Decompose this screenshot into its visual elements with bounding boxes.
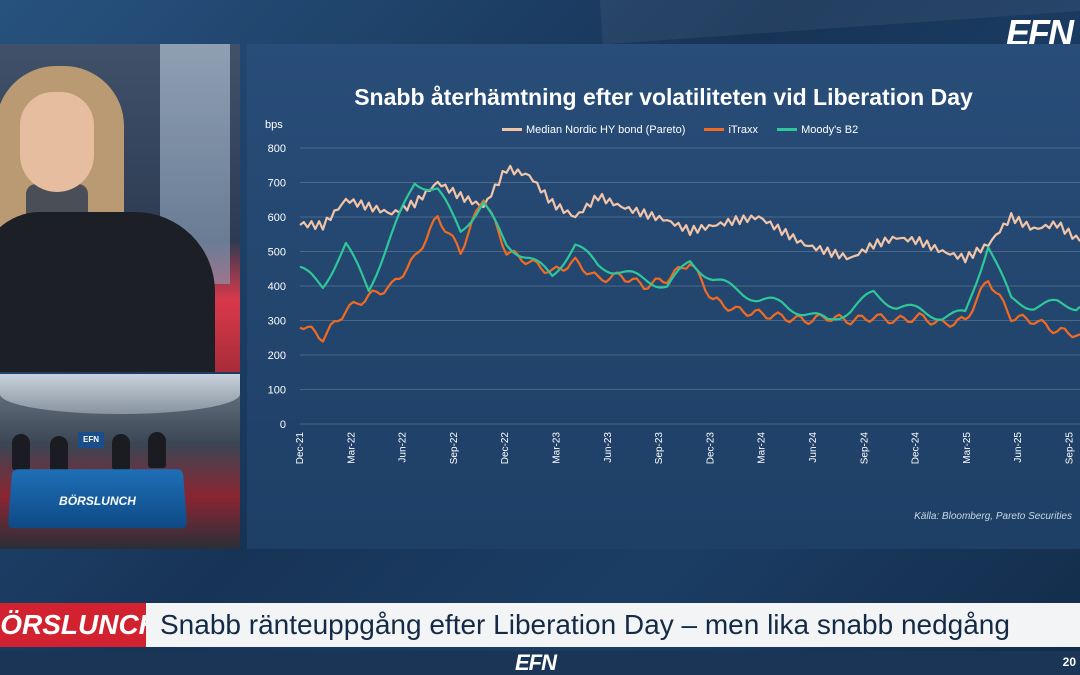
- studio-desk: BÖRSLUNCH: [7, 469, 188, 529]
- studio-person: [50, 436, 68, 472]
- x-tick-label: Dec-24: [911, 432, 922, 465]
- bottom-bar: EFN 20: [0, 651, 1080, 675]
- y-tick-label: 100: [268, 385, 286, 397]
- studio-person: [12, 434, 30, 470]
- series-line-3: [299, 182, 1080, 321]
- y-tick-label: 800: [268, 143, 286, 155]
- x-tick-label: Jun-23: [603, 432, 614, 463]
- x-tick-label: Jun-25: [1013, 432, 1024, 463]
- series-line-1: [299, 164, 1080, 264]
- x-tick-label: Jun-24: [808, 432, 819, 463]
- y-tick-label: 0: [280, 419, 286, 431]
- studio-person: [148, 432, 166, 468]
- series-line-2: [299, 199, 1080, 343]
- y-tick-label: 300: [268, 316, 286, 328]
- chart-title: Snabb återhämtning efter volatiliteten v…: [354, 84, 973, 110]
- guest-jacket: [0, 212, 215, 372]
- studio-person: [112, 434, 130, 470]
- y-tick-label: 500: [268, 247, 286, 259]
- x-tick-label: Mar-23: [552, 432, 563, 464]
- y-tick-label: 400: [268, 281, 286, 293]
- guest-face: [20, 92, 94, 192]
- x-tick-label: Sep-24: [859, 432, 870, 465]
- studio-sign: EFN: [78, 432, 104, 448]
- x-tick-label: Dec-23: [705, 432, 716, 465]
- x-tick-label: Sep-23: [654, 432, 665, 465]
- legend-item: Moody's B2: [777, 124, 858, 136]
- y-tick-label: 200: [268, 350, 286, 362]
- studio-camera-feed: EFN BÖRSLUNCH: [0, 374, 240, 549]
- show-badge: BÖRSLUNCH: [0, 603, 146, 647]
- chart-source: Källa: Bloomberg, Pareto Securities: [914, 511, 1072, 522]
- guest-camera-feed: [0, 44, 240, 372]
- y-tick-label: 700: [268, 178, 286, 190]
- bottom-logo: EFN: [515, 650, 557, 675]
- x-tick-label: Sep-25: [1065, 432, 1076, 465]
- y-tick-label: 600: [268, 212, 286, 224]
- lower-third: BÖRSLUNCH Snabb ränteuppgång efter Liber…: [0, 603, 1080, 647]
- x-tick-label: Mar-24: [757, 432, 768, 464]
- desk-label: BÖRSLUNCH: [58, 494, 137, 508]
- legend-item: Median Nordic HY bond (Pareto): [502, 124, 685, 136]
- chart-panel: Snabb återhämtning efter volatiliteten v…: [247, 44, 1080, 549]
- x-tick-label: Sep-22: [449, 432, 460, 465]
- y-axis-label: bps: [265, 119, 283, 131]
- legend-item: iTraxx: [704, 124, 758, 136]
- headline: Snabb ränteuppgång efter Liberation Day …: [146, 603, 1080, 647]
- x-tick-label: Mar-22: [346, 432, 357, 464]
- x-tick-label: Jun-22: [398, 432, 409, 463]
- x-tick-label: Mar-25: [962, 432, 973, 464]
- line-chart: bps 0 100 200 300 400 500 600 700 800 Dec-21 Mar-22…: [265, 119, 1080, 465]
- x-tick-label: Dec-22: [500, 432, 511, 465]
- studio-ceiling: [0, 374, 240, 414]
- chart-legend: Median Nordic HY bond (Pareto) iTraxx Mo…: [502, 122, 874, 136]
- clock: 20: [1062, 655, 1076, 669]
- x-tick-label: Dec-21: [295, 432, 306, 465]
